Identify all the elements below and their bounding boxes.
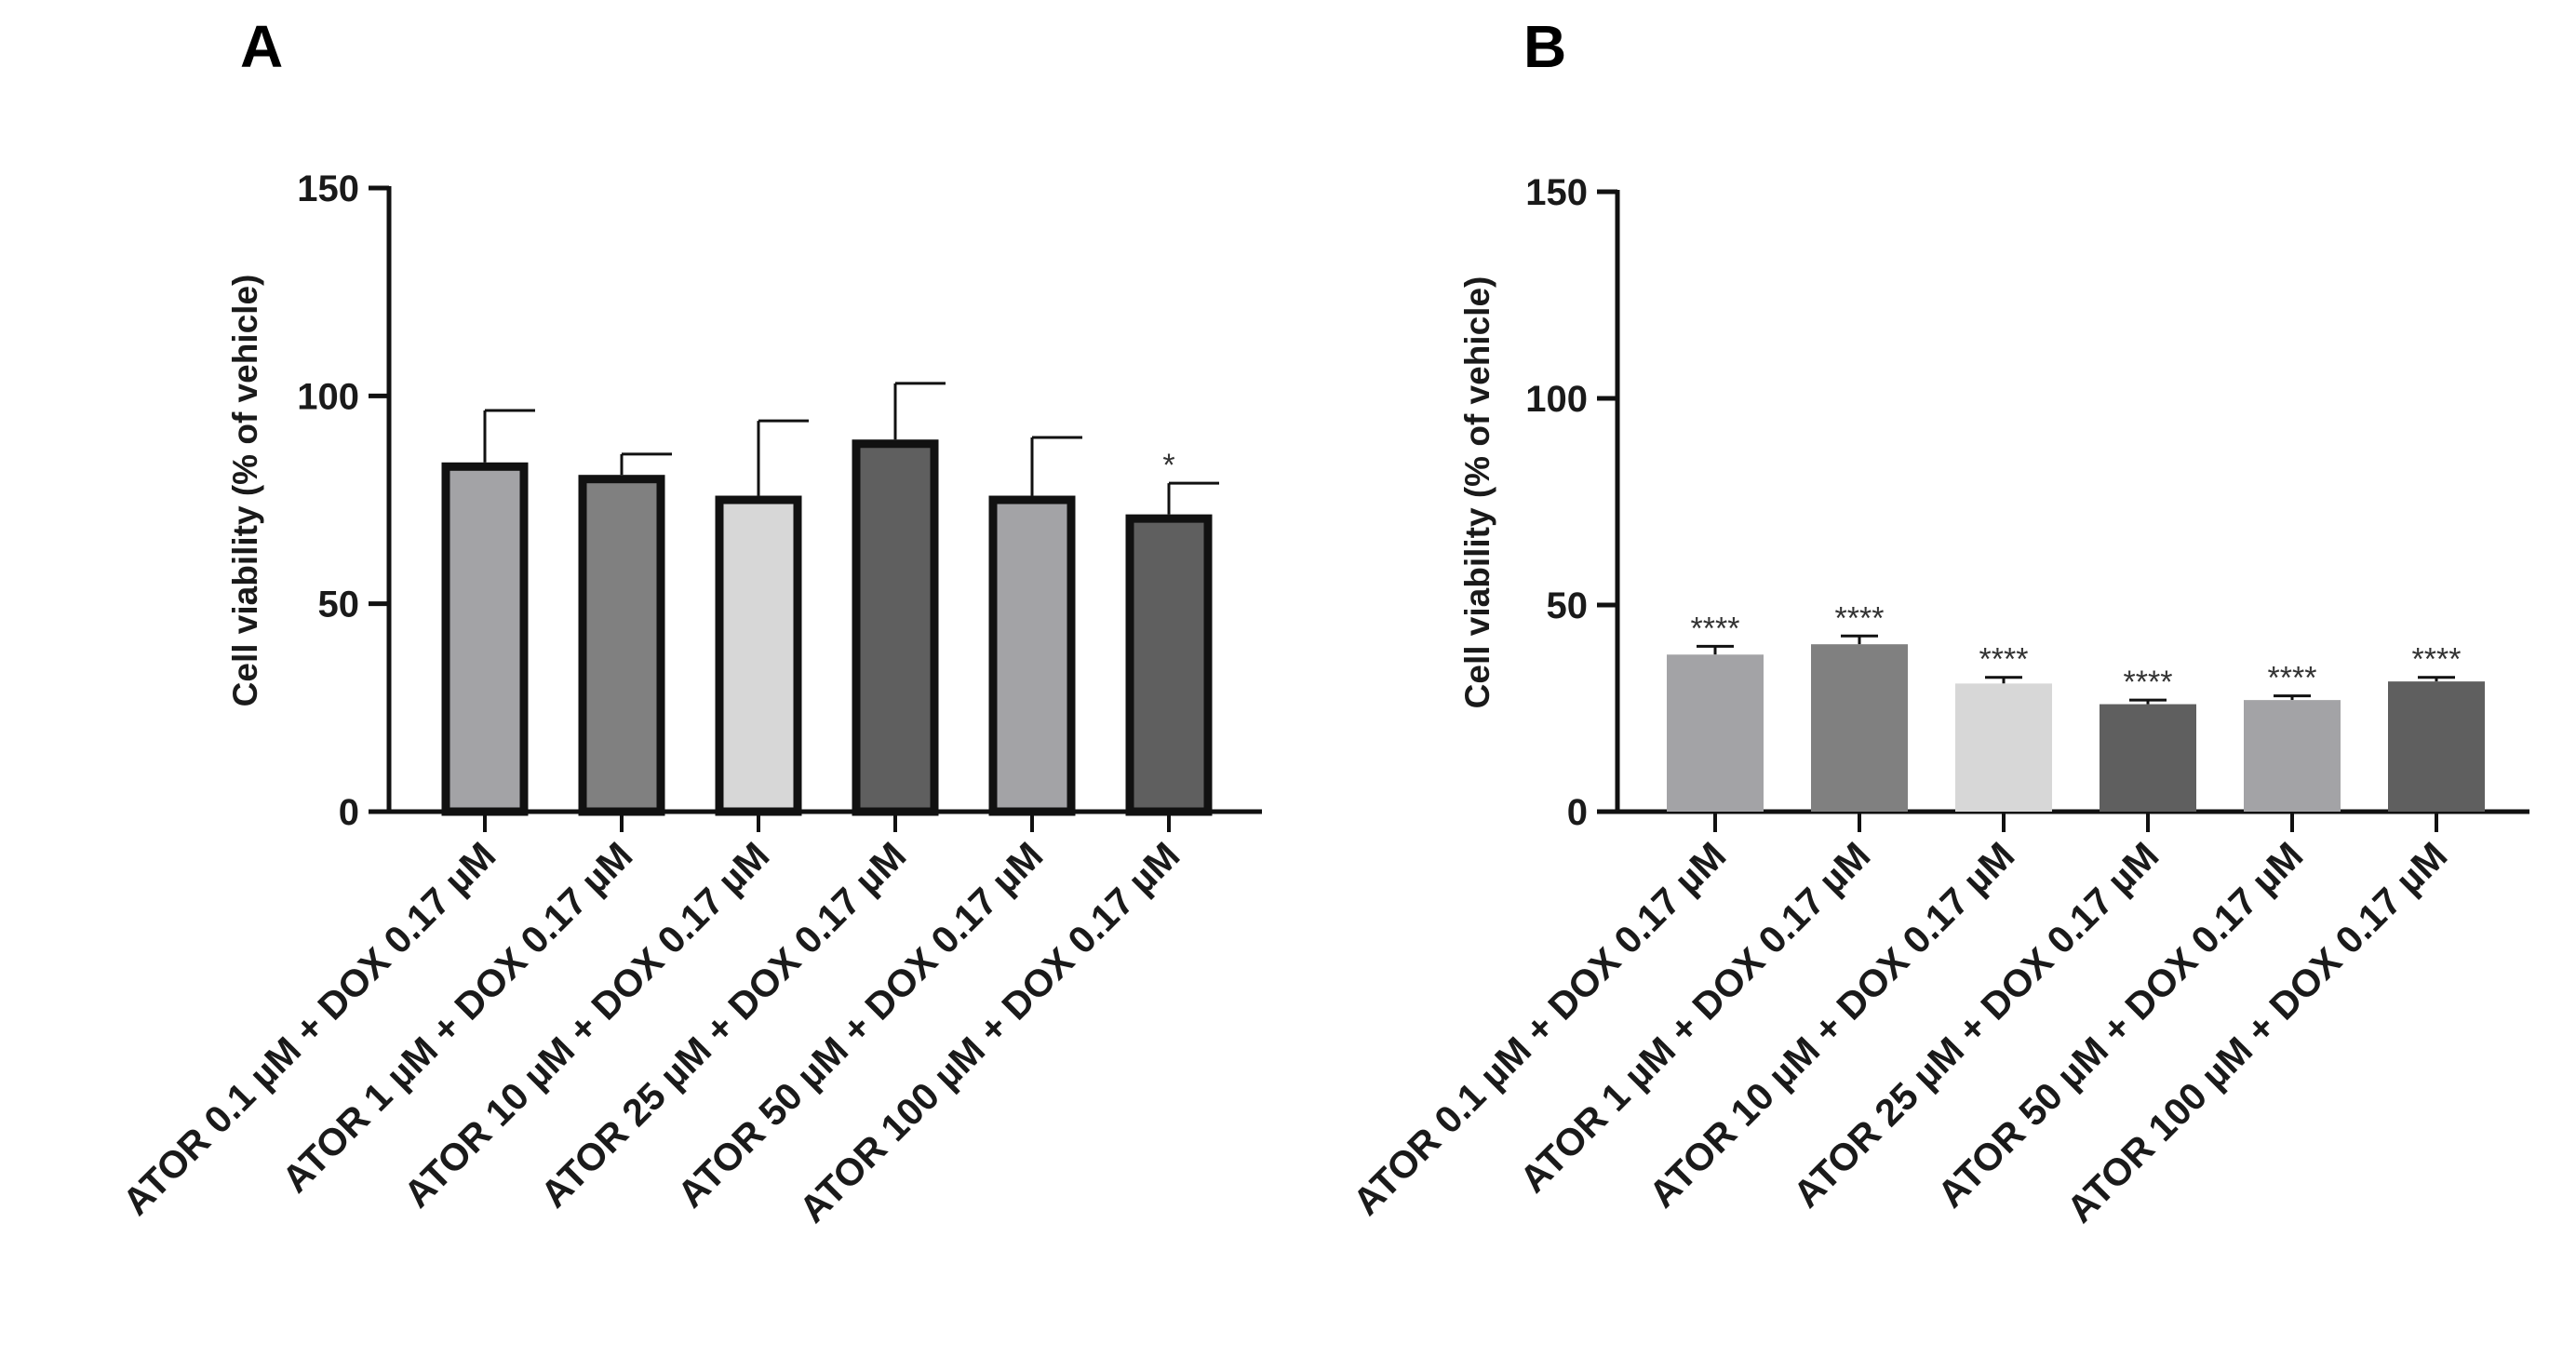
significance-label: **** [2124,665,2173,700]
y-tick-label: 100 [297,376,359,417]
significance-label: * [1162,448,1174,483]
bar [441,462,529,816]
bar [715,495,802,816]
y-tick-label: 150 [297,168,359,209]
bar [988,495,1076,816]
bar [1955,683,2052,812]
significance-label: **** [2268,661,2317,696]
y-tick-label: 0 [339,792,359,833]
bar [578,475,665,816]
significance-label: **** [2412,642,2462,678]
bar [1811,644,1908,812]
y-tick-label: 50 [1547,585,1589,626]
bar [2100,704,2196,812]
bar [2244,700,2341,812]
y-tick-label: 100 [1525,379,1588,420]
y-tick-label: 0 [1567,792,1588,833]
significance-label: **** [1979,642,2029,678]
y-axis-label: Cell viability (% of vehicle) [226,275,264,707]
y-axis-label: Cell viability (% of vehicle) [1458,276,1496,709]
y-tick-label: 150 [1525,172,1588,213]
bar [2388,681,2485,812]
y-tick-label: 50 [318,585,360,625]
significance-label: **** [1835,600,1885,636]
bar [1125,514,1213,816]
panel-letter: B [1523,13,1566,80]
bar [852,439,939,816]
significance-label: **** [1691,611,1740,646]
bar [1667,654,1764,812]
panel-letter: A [240,13,283,80]
